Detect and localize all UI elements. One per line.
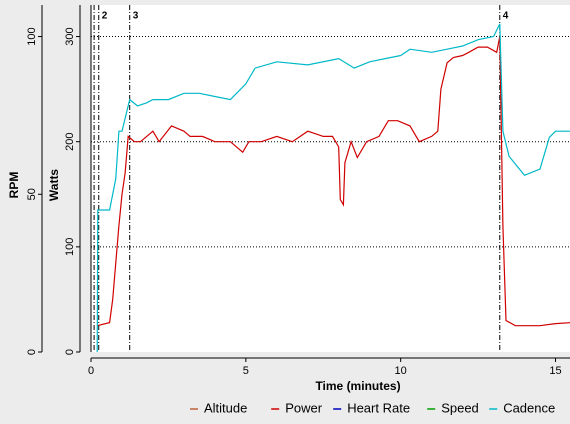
legend-label: Speed [441,400,479,415]
y-tick-label: 200 [64,133,76,151]
series-line [97,36,570,327]
y-tick-label: 0 [64,349,76,355]
x-axis-label: Time (minutes) [315,379,400,393]
x-tick-label: 10 [395,365,407,377]
y-tick-label: 100 [64,238,76,256]
legend-label: Heart Rate [347,400,410,415]
legend-label: Cadence [503,400,555,415]
x-tick-label: 0 [88,365,94,377]
legend-label: Altitude [204,400,247,415]
marker-label: 2 [102,11,108,22]
y2-tick-label: 0 [26,349,38,355]
y2-axis-label: RPM [7,172,21,199]
y2-tick-label: 50 [26,188,38,200]
y-axis-label: Watts [47,169,61,202]
x-tick-label: 5 [243,365,249,377]
legend-label: Power [285,400,323,415]
y-tick-label: 300 [64,27,76,45]
y2-tick-label: 100 [26,27,38,45]
x-tick-label: 15 [549,365,561,377]
plot-area [91,5,570,352]
marker-label: 3 [133,11,139,22]
marker-label: 4 [503,11,509,22]
series-line [96,23,570,353]
